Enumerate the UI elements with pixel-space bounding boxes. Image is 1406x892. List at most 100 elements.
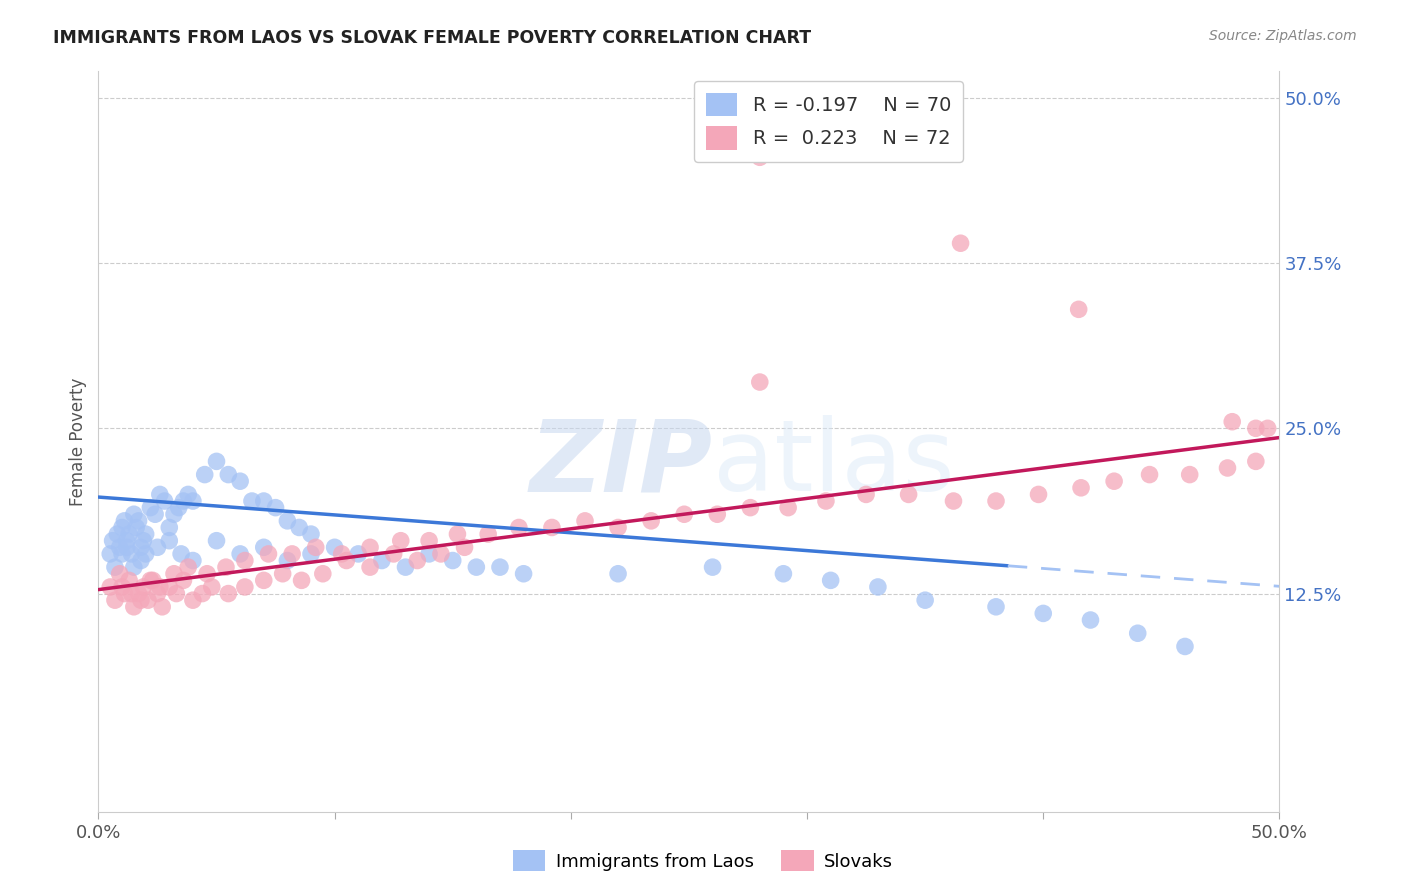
Point [1174,640,1197,654]
Point [122,508,145,522]
Point [1220,415,1243,429]
Point [139,500,162,515]
Point [1257,421,1279,435]
Point [814,494,837,508]
Point [108,541,131,555]
Text: IMMIGRANTS FROM LAOS VS SLOVAK FEMALE POVERTY CORRELATION CHART: IMMIGRANTS FROM LAOS VS SLOVAK FEMALE PO… [53,29,811,46]
Point [359,560,381,574]
Point [101,533,124,548]
Point [281,547,304,561]
Point [276,514,298,528]
Point [111,547,134,561]
Point [157,580,180,594]
Point [288,520,311,534]
Point [205,454,228,468]
Point [98,580,121,594]
Point [181,494,204,508]
Point [323,541,346,555]
Point [984,494,1007,508]
Point [150,599,173,614]
Point [1126,626,1149,640]
Point [172,494,194,508]
Point [290,574,312,588]
Point [201,580,224,594]
Point [299,547,322,561]
Point [335,553,357,567]
Point [105,527,128,541]
Point [118,574,141,588]
Point [98,547,121,561]
Point [170,547,193,561]
Point [299,527,322,541]
Point [430,547,453,561]
Point [112,586,135,600]
Point [122,599,145,614]
Point [748,375,770,389]
Point [1178,467,1201,482]
Point [139,574,162,588]
Point [1102,474,1125,488]
Point [441,553,464,567]
Point [172,574,194,588]
Point [541,520,564,534]
Y-axis label: Female Poverty: Female Poverty [69,377,87,506]
Point [135,527,157,541]
Point [146,541,169,555]
Point [149,580,172,594]
Point [118,527,141,541]
Point [477,527,499,541]
Point [132,580,155,594]
Point [418,533,440,548]
Point [104,560,127,574]
Point [512,566,534,581]
Point [1070,481,1092,495]
Text: Source: ZipAtlas.com: Source: ZipAtlas.com [1209,29,1357,43]
Point [702,560,724,574]
Point [866,580,889,594]
Point [855,487,877,501]
Point [217,467,239,482]
Point [305,541,328,555]
Point [389,533,412,548]
Point [489,560,512,574]
Point [229,474,252,488]
Point [132,533,155,548]
Point [215,560,238,574]
Point [914,593,936,607]
Point [984,599,1007,614]
Point [772,566,794,581]
Point [1080,613,1102,627]
Point [233,580,256,594]
Point [194,467,217,482]
Point [347,547,370,561]
Point [673,508,696,522]
Point [942,494,965,508]
Point [146,586,169,600]
Point [949,236,972,251]
Point [108,566,131,581]
Point [163,566,186,581]
Point [607,520,630,534]
Point [129,593,152,607]
Point [163,508,186,522]
Point [135,547,157,561]
Point [706,508,728,522]
Point [465,560,488,574]
Point [136,593,159,607]
Point [177,487,200,501]
Point [167,500,190,515]
Point [195,566,218,581]
Point [143,508,166,522]
Point [778,500,800,515]
Point [276,553,298,567]
Point [122,560,145,574]
Point [233,553,256,567]
Point [257,547,280,561]
Legend: Immigrants from Laos, Slovaks: Immigrants from Laos, Slovaks [505,843,901,879]
Point [418,547,440,561]
Point [371,553,394,567]
Point [112,514,135,528]
Point [1028,487,1050,501]
Point [406,553,429,567]
Point [394,560,416,574]
